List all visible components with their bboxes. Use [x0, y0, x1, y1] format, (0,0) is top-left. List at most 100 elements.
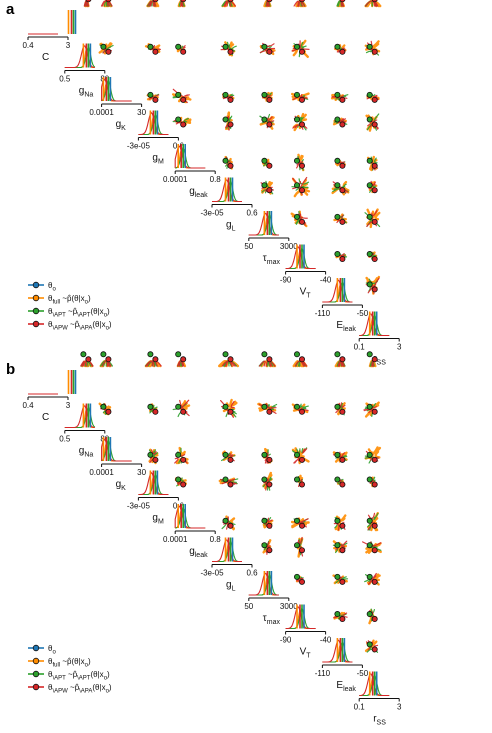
panel-label: b — [6, 361, 15, 378]
pair-τmax-VT — [293, 573, 305, 585]
pair-VT-Eleak — [333, 611, 348, 623]
point-apw — [371, 48, 378, 55]
pair-C-gM — [146, 0, 160, 8]
tick-label: 3 — [397, 343, 402, 352]
legend-item-apw: θ\APW ~p̂\APA(θ|xo) — [28, 683, 112, 695]
pair-gNa-rSS — [363, 401, 380, 418]
point-apw — [371, 522, 378, 529]
marginal-VT: -90 -40 VT — [280, 244, 332, 300]
point-apw — [339, 616, 346, 623]
param-label: gleak — [189, 186, 208, 199]
legend-marker — [32, 657, 40, 665]
pair-gleak-τmax — [261, 517, 274, 529]
point-apw — [339, 547, 346, 554]
point-apw — [371, 616, 378, 623]
density-full — [175, 508, 206, 529]
pair-gleak-Eleak — [333, 514, 347, 532]
point-apw — [371, 0, 378, 3]
point-apt — [100, 351, 107, 358]
marginal-C: 0.4 3 C — [22, 10, 77, 63]
pair-gK-VT — [291, 91, 310, 103]
point-apw — [105, 0, 112, 3]
point-apt — [222, 157, 229, 164]
pair-gNa-gleak — [175, 43, 187, 55]
point-apw — [227, 481, 234, 488]
point-apw — [180, 96, 187, 103]
param-label: VT — [300, 647, 312, 660]
point-apt — [334, 451, 341, 458]
pair-gM-rSS — [365, 113, 380, 132]
legend-item-true: θo — [28, 281, 56, 293]
point-apw — [339, 0, 346, 3]
pair-gleak-τmax — [261, 157, 273, 169]
pair-C-VT — [293, 0, 307, 8]
point-apt — [334, 91, 341, 98]
pair-gL-Eleak — [331, 180, 350, 196]
point-apw — [371, 286, 378, 293]
point-apt — [222, 116, 229, 123]
point-apw — [105, 356, 112, 363]
point-apw — [298, 356, 305, 363]
point-apt — [261, 451, 268, 458]
point-apt — [261, 182, 268, 189]
legend-item-apw: θ\APW ~p̂\APA(θ|xo) — [28, 320, 112, 332]
pair-gNa-VT — [291, 39, 310, 58]
pair-C-Eleak — [336, 0, 346, 8]
point-apt — [293, 451, 300, 458]
pair-VT-Eleak — [334, 251, 348, 263]
point-apw — [227, 456, 234, 463]
point-apw — [227, 162, 234, 169]
point-apw — [298, 121, 305, 128]
pair-gL-Eleak — [332, 540, 348, 554]
tick-label: 0.0001 — [89, 468, 114, 477]
pair-VT-rSS — [366, 608, 378, 625]
pair-VT-rSS — [366, 251, 378, 263]
point-apt — [222, 451, 229, 458]
point-apt — [293, 517, 300, 524]
point-apt — [261, 542, 268, 549]
tick-label: -40 — [320, 636, 332, 645]
tick-label: -40 — [320, 276, 332, 285]
pair-gM-rSS — [366, 476, 378, 488]
tick-label: 3000 — [280, 602, 298, 611]
pair-C-gK — [99, 351, 113, 368]
tick-label: 0.0001 — [163, 535, 188, 544]
pair-gM-gL — [218, 476, 239, 488]
pair-gK-gleak — [172, 88, 192, 104]
point-apw — [180, 456, 187, 463]
point-apw — [298, 547, 305, 554]
point-apw — [298, 218, 305, 225]
marginal-gK: 0.0001 30 gK — [89, 437, 147, 492]
point-apt — [293, 213, 300, 220]
point-apw — [180, 48, 187, 55]
point-apt — [293, 351, 300, 358]
point-apw — [371, 218, 378, 225]
pair-τmax-Eleak — [333, 213, 348, 225]
point-apw — [227, 408, 234, 415]
legend-label: θo — [48, 644, 56, 656]
point-apw — [266, 481, 273, 488]
point-apw — [298, 408, 305, 415]
point-apw — [371, 646, 378, 653]
marginal-C: 0.4 3 C — [22, 370, 77, 423]
tick-label: 50 — [244, 602, 253, 611]
point-apw — [266, 48, 273, 55]
point-apw — [298, 187, 305, 194]
point-apt — [175, 91, 182, 98]
point-apw — [152, 0, 159, 3]
point-apt — [366, 573, 373, 580]
legend-label: θ\APW ~p̂\APA(θ|xo) — [48, 683, 112, 695]
point-apw — [339, 218, 346, 225]
tick-label: 3 — [397, 703, 402, 712]
tick-label: -3e-05 — [200, 209, 224, 218]
point-apw — [339, 48, 346, 55]
tick-label: -110 — [315, 669, 331, 678]
pair-gleak-rSS — [366, 155, 379, 172]
pair-C-gK — [100, 0, 113, 8]
legend-item-full: θfull ~p̂(θ|xo) — [28, 657, 91, 669]
pair-gNa-gM — [144, 43, 161, 55]
pair-gM-gleak — [174, 476, 187, 488]
